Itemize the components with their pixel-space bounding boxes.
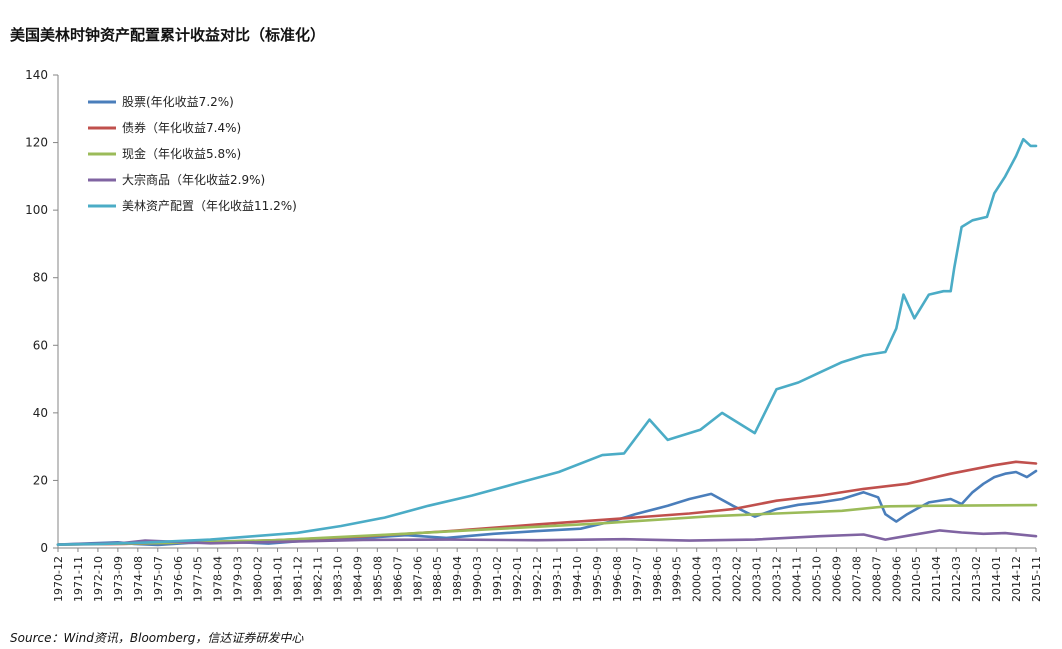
x-tick-label: 2003-12 bbox=[771, 556, 784, 602]
x-tick-label: 1979-03 bbox=[232, 556, 245, 602]
x-tick-label: 2002-02 bbox=[731, 556, 744, 602]
y-tick-label: 120 bbox=[25, 136, 48, 150]
legend-label-4: 美林资产配置（年化收益11.2%) bbox=[122, 199, 297, 213]
x-tick-label: 1997-07 bbox=[631, 556, 644, 602]
x-tick-label: 1984-09 bbox=[351, 556, 364, 602]
y-tick-label: 140 bbox=[25, 68, 48, 82]
x-tick-label: 1970-12 bbox=[52, 556, 65, 602]
y-tick-label: 0 bbox=[40, 541, 48, 555]
x-tick-label: 2000-04 bbox=[691, 556, 704, 602]
x-tick-label: 1978-04 bbox=[212, 556, 225, 602]
x-tick-label: 2007-08 bbox=[850, 556, 863, 602]
x-tick-label: 2013-02 bbox=[970, 556, 983, 602]
x-tick-label: 2008-07 bbox=[870, 556, 883, 602]
x-tick-label: 2001-03 bbox=[711, 556, 724, 602]
x-tick-label: 2014-01 bbox=[990, 556, 1003, 602]
x-tick-label: 1993-11 bbox=[551, 556, 564, 602]
series-line-3 bbox=[56, 529, 1038, 546]
x-tick-label: 1971-11 bbox=[72, 556, 85, 602]
x-tick-label: 1980-02 bbox=[252, 556, 265, 602]
x-tick-label: 1983-10 bbox=[331, 556, 344, 602]
x-tick-label: 1999-05 bbox=[671, 556, 684, 602]
y-tick-label: 80 bbox=[33, 271, 48, 285]
x-tick-label: 1985-08 bbox=[371, 556, 384, 602]
x-tick-label: 2015-11 bbox=[1030, 556, 1043, 602]
series-line-0 bbox=[56, 469, 1038, 547]
x-tick-label: 2010-05 bbox=[910, 556, 923, 602]
x-tick-label: 2012-03 bbox=[950, 556, 963, 602]
x-tick-label: 1991-02 bbox=[491, 556, 504, 602]
series-line-4 bbox=[56, 137, 1038, 546]
x-tick-label: 2003-01 bbox=[751, 556, 764, 602]
x-tick-label: 1994-10 bbox=[571, 556, 584, 602]
x-tick-label: 1989-04 bbox=[451, 556, 464, 602]
x-tick-label: 1972-10 bbox=[92, 556, 105, 602]
x-tick-label: 1976-06 bbox=[172, 556, 185, 602]
x-tick-label: 1996-08 bbox=[611, 556, 624, 602]
x-tick-label: 2011-04 bbox=[930, 556, 943, 602]
x-tick-label: 1990-03 bbox=[471, 556, 484, 602]
x-tick-label: 2014-12 bbox=[1010, 556, 1023, 602]
x-tick-label: 1982-11 bbox=[311, 556, 324, 602]
x-tick-label: 1974-08 bbox=[132, 556, 145, 602]
legend-label-3: 大宗商品（年化收益2.9%) bbox=[122, 172, 265, 187]
legend-label-1: 债券（年化收益7.4%) bbox=[122, 120, 241, 135]
x-tick-label: 1981-01 bbox=[272, 556, 285, 602]
y-tick-label: 60 bbox=[33, 338, 48, 352]
x-tick-label: 1988-05 bbox=[431, 556, 444, 602]
x-tick-label: 1998-06 bbox=[651, 556, 664, 602]
y-tick-label: 100 bbox=[25, 203, 48, 217]
legend-label-2: 现金（年化收益5.8%) bbox=[122, 146, 241, 161]
source-note: Source：Wind资讯，Bloomberg，信达证券研发中心 bbox=[10, 631, 304, 645]
x-tick-label: 1975-07 bbox=[152, 556, 165, 602]
x-tick-label: 1977-05 bbox=[192, 556, 205, 602]
y-tick-label: 20 bbox=[33, 473, 48, 487]
x-tick-label: 2009-06 bbox=[890, 556, 903, 602]
y-tick-label: 40 bbox=[33, 406, 48, 420]
x-tick-label: 1987-06 bbox=[411, 556, 424, 602]
x-tick-label: 2006-09 bbox=[830, 556, 843, 602]
x-tick-label: 2005-10 bbox=[810, 556, 823, 602]
x-tick-label: 1973-09 bbox=[112, 556, 125, 602]
series-line-2 bbox=[56, 503, 1038, 546]
x-tick-label: 1992-12 bbox=[531, 556, 544, 602]
legend-label-0: 股票(年化收益7.2%) bbox=[122, 95, 234, 109]
x-tick-label: 1992-01 bbox=[511, 556, 524, 602]
x-tick-label: 1981-12 bbox=[292, 556, 305, 602]
x-tick-label: 1995-09 bbox=[591, 556, 604, 602]
x-tick-label: 1986-07 bbox=[391, 556, 404, 602]
x-tick-label: 2004-11 bbox=[790, 556, 803, 602]
chart-title: 美国美林时钟资产配置累计收益对比（标准化） bbox=[10, 26, 326, 44]
